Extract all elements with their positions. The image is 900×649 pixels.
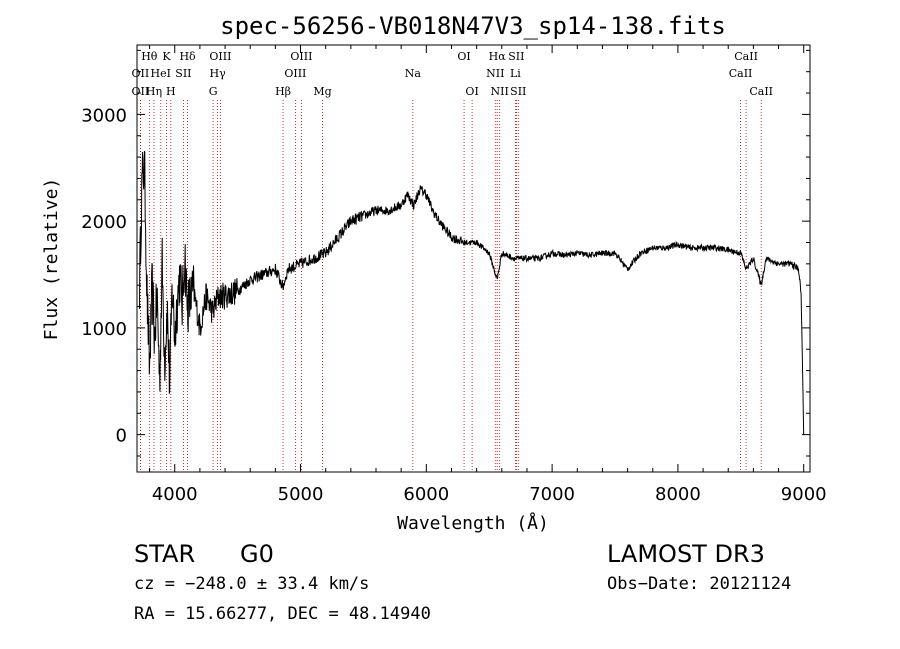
line-marker-label: HeI (151, 67, 171, 80)
coordinates-readout: RA = 15.66277, DEC = 48.14940 (134, 604, 431, 624)
plot-frame (136, 44, 811, 473)
redshift-readout: cz = −248.0 ± 33.4 km/s (134, 574, 370, 594)
line-marker-label: CaII (749, 85, 773, 98)
axis-ticks: 4000 5000 6000 7000 8000 9000 0 1000 2000 3000 (81, 45, 827, 505)
line-marker-label: Li (510, 67, 521, 80)
x-tick-label: 9000 (781, 484, 827, 505)
observation-date: Obs−Date: 20121124 (607, 574, 792, 594)
line-marker-label: K (162, 50, 171, 63)
line-marker-label: Na (405, 67, 422, 80)
line-marker-label: Hθ (141, 50, 158, 63)
line-marker-label: OI (457, 50, 470, 63)
line-marker-label: Mg (313, 85, 331, 98)
line-marker-label: G (209, 85, 218, 98)
line-marker-label: Hδ (179, 50, 196, 63)
line-marker-label: OIII (284, 67, 306, 80)
x-tick-label: 6000 (403, 484, 449, 505)
line-marker-label: NII (491, 85, 509, 98)
line-marker-label: NII (486, 67, 504, 80)
y-tick-label: 0 (116, 426, 127, 447)
object-class: STAR (134, 540, 196, 568)
line-marker-label: H (166, 85, 176, 98)
line-marker-label: Hη (146, 85, 162, 98)
object-subclass: G0 (240, 540, 274, 568)
x-tick-label: 7000 (529, 484, 575, 505)
line-marker-label: OII (132, 67, 150, 80)
y-tick-label: 2000 (81, 212, 127, 233)
y-axis-label: Flux (relative) (41, 178, 62, 341)
line-marker-label: OI (465, 85, 478, 98)
survey-name: LAMOST DR3 (607, 540, 765, 568)
chart-title: spec-56256-VB018N47V3_sp14-138.fits (220, 12, 726, 40)
line-marker-label: OII (132, 85, 150, 98)
line-marker-label: OIII (290, 50, 312, 63)
x-tick-label: 8000 (655, 484, 701, 505)
line-marker-label: CaII (729, 67, 753, 80)
line-marker-label: Hβ (275, 85, 291, 98)
line-marker-label: Hα (489, 50, 507, 63)
x-tick-label: 4000 (152, 484, 198, 505)
line-marker-label: CaII (734, 50, 758, 63)
y-tick-label: 1000 (81, 319, 127, 340)
spectrum-line (139, 150, 805, 435)
line-marker-label: SII (510, 85, 526, 98)
y-tick-label: 3000 (81, 105, 127, 126)
line-marker-label: OIII (209, 50, 231, 63)
x-tick-label: 5000 (278, 484, 324, 505)
line-marker-label: SII (508, 50, 524, 63)
line-marker-label: Hγ (210, 67, 227, 80)
line-marker-label: SII (175, 67, 191, 80)
x-axis-label: Wavelength (Å) (397, 512, 549, 534)
